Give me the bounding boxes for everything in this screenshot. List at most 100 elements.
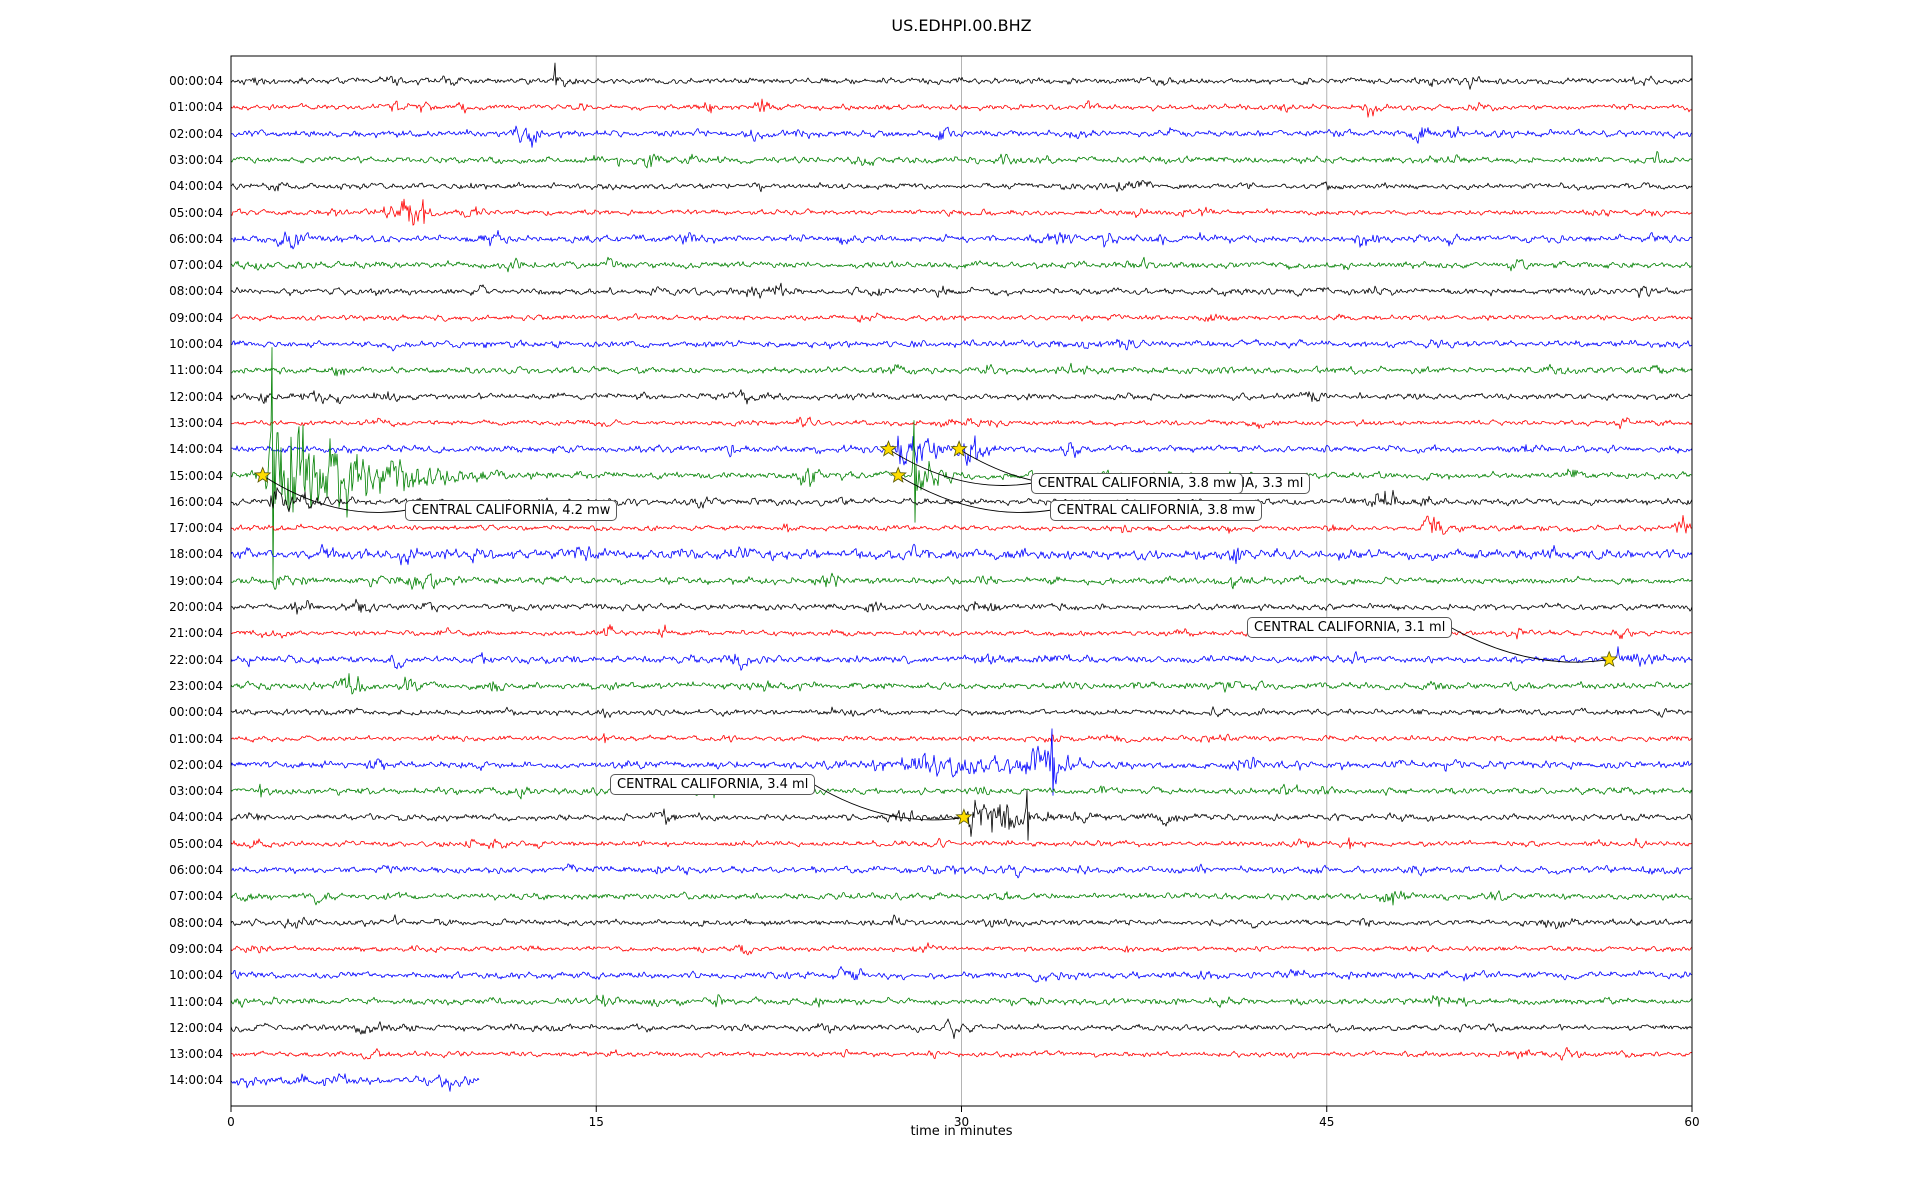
event-star-marker [950,440,968,457]
trace-row-36 [230,1018,1693,1039]
row-label-12: 12:00:04 [169,389,223,404]
row-label-17: 17:00:04 [169,521,223,536]
row-label-16: 16:00:04 [169,494,223,509]
event-star-marker [955,808,973,825]
row-label-27: 03:00:04 [169,784,223,799]
event-label: CENTRAL CALIFORNIA, 4.2 mw [405,500,618,521]
row-label-9: 09:00:04 [169,310,223,325]
row-label-7: 07:00:04 [169,258,223,273]
row-label-28: 04:00:04 [169,810,223,825]
trace-row-10 [230,338,1693,352]
row-label-31: 07:00:04 [169,889,223,904]
trace-row-8 [230,282,1693,299]
trace-row-11 [230,362,1693,377]
row-label-30: 06:00:04 [169,863,223,877]
trace-row-35 [230,994,1693,1008]
row-label-22: 22:00:04 [169,652,223,667]
event-connector [897,475,1053,513]
event-star-marker [889,466,907,483]
trace-row-31 [230,890,1693,906]
row-label-11: 11:00:04 [169,363,223,378]
trace-row-6 [230,229,1693,250]
x-axis-label: time in minutes [910,1124,1013,1139]
trace-row-25 [230,733,1693,744]
row-label-23: 23:00:04 [169,678,223,693]
trace-row-37 [230,1047,1693,1061]
trace-row-22 [230,646,1693,671]
row-label-13: 13:00:04 [169,415,223,430]
row-label-0: 00:00:04 [169,74,223,88]
event-connector [812,783,964,821]
trace-row-9 [230,312,1693,323]
row-label-20: 20:00:04 [169,600,223,614]
row-label-14: 14:00:04 [169,442,223,457]
trace-row-38 [230,1073,480,1092]
row-label-6: 06:00:04 [169,231,223,246]
trace-row-0 [230,62,1693,90]
row-label-24: 00:00:04 [169,705,223,720]
event-connector [262,475,408,513]
trace-row-29 [230,837,1693,850]
event-label: CENTRAL CALIFORNIA, 3.8 mw [1031,473,1244,494]
x-tick-label-15: 15 [588,1115,604,1129]
trace-row-19 [230,572,1693,590]
event-connector [1449,626,1610,663]
trace-row-30 [230,863,1693,879]
row-label-37: 13:00:04 [169,1047,223,1062]
event-connector [888,448,1034,486]
row-label-35: 11:00:04 [169,994,223,1009]
event-star-marker [1600,650,1618,668]
trace-row-24 [230,706,1693,719]
trace-row-3 [230,150,1693,169]
row-label-36: 12:00:04 [169,1020,223,1035]
x-tick-label-45: 45 [1319,1115,1335,1129]
x-tick-label-0: 0 [227,1115,235,1129]
trace-row-34 [230,966,1693,983]
trace-row-27 [230,782,1693,800]
trace-row-33 [230,942,1693,956]
row-label-10: 10:00:04 [169,337,223,351]
trace-row-12 [230,389,1693,405]
row-label-33: 09:00:04 [169,941,223,956]
event-label: CENTRAL CALIFORNIA, 3.4 ml [610,774,816,795]
row-label-34: 10:00:04 [169,968,223,983]
row-label-21: 21:00:04 [169,626,223,641]
event-label: CENTRAL CALIFORNIA, 3.1 ml [1247,617,1453,638]
row-label-29: 05:00:04 [169,836,223,851]
row-label-8: 08:00:04 [169,284,223,299]
trace-row-20 [230,598,1693,615]
row-label-18: 18:00:04 [169,547,223,562]
row-label-4: 04:00:04 [169,179,223,194]
trace-row-1 [230,98,1693,118]
trace-row-4 [230,180,1693,193]
row-label-15: 15:00:04 [169,468,223,483]
event-label: CENTRAL CALIFORNIA, 3.8 mw [1050,500,1263,521]
trace-row-32 [230,914,1693,930]
event-star-marker [253,466,272,483]
trace-row-18 [230,543,1693,566]
trace-row-26 [230,728,1693,796]
row-label-26: 02:00:04 [169,757,223,772]
trace-row-23 [230,673,1693,695]
row-label-1: 01:00:04 [169,100,223,115]
trace-row-17 [230,515,1693,535]
trace-row-2 [230,125,1693,148]
trace-row-15 [230,347,1693,585]
trace-row-7 [230,256,1693,273]
row-label-38: 14:00:04 [169,1073,223,1088]
trace-row-5 [230,198,1693,226]
row-label-3: 03:00:04 [169,152,223,167]
plot-border [230,55,1693,1107]
trace-row-13 [230,416,1693,430]
event-star-marker [879,440,898,457]
row-label-19: 19:00:04 [169,573,223,588]
row-label-5: 05:00:04 [169,205,223,220]
chart-title: US.EDHPI.00.BHZ [891,16,1032,35]
x-tick-label-60: 60 [1684,1115,1700,1129]
row-label-32: 08:00:04 [169,915,223,930]
row-label-25: 01:00:04 [169,731,223,746]
x-tick-label-30: 30 [953,1115,970,1129]
row-label-2: 02:00:04 [169,126,223,141]
